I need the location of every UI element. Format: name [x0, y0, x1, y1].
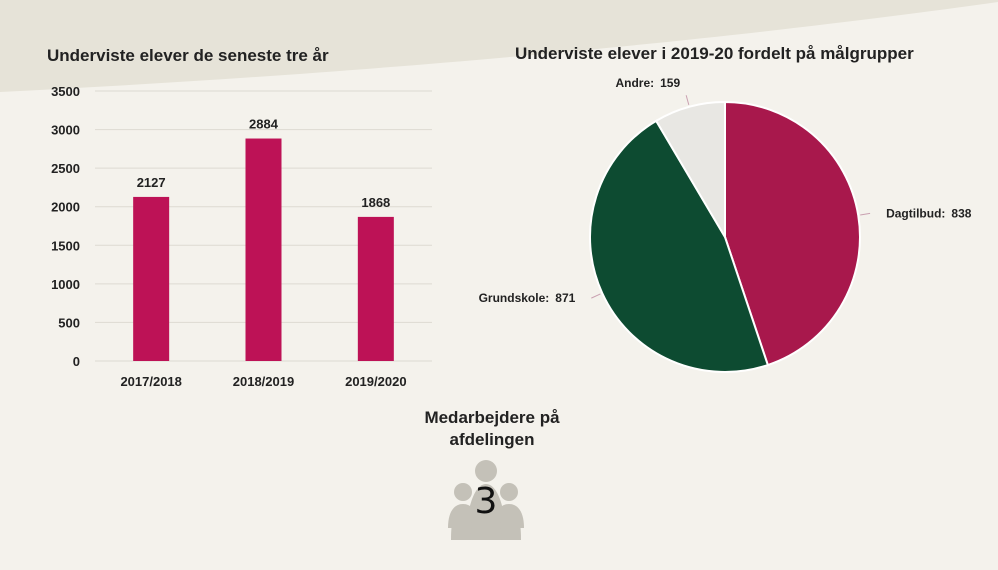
pie-slice — [724, 100, 861, 367]
x-tick-label: 2019/2020 — [345, 374, 406, 389]
y-tick-label: 1000 — [51, 277, 80, 292]
bar — [245, 138, 282, 361]
pie-slice — [589, 119, 770, 373]
pie-label-value: 159 — [660, 76, 680, 90]
x-tick-label: 2017/2018 — [120, 374, 181, 389]
pie-leader-line — [591, 293, 601, 299]
y-tick-label: 0 — [73, 354, 80, 369]
bar-value-label: 2127 — [137, 175, 166, 190]
pie-label-value: 871 — [555, 291, 575, 305]
y-tick-label: 500 — [58, 315, 80, 330]
pie-leader-line — [685, 95, 690, 106]
pie-chart-title: Underviste elever i 2019-20 fordelt på m… — [515, 44, 914, 63]
y-tick-label: 3000 — [51, 123, 80, 138]
bar-value-label: 2884 — [249, 117, 279, 132]
bar-value-label: 1868 — [361, 195, 390, 210]
pie-leader-line — [860, 212, 871, 216]
pie-label-name: Dagtilbud: — [886, 206, 945, 220]
y-tick-label: 2500 — [51, 161, 80, 176]
pie-slice — [654, 100, 726, 241]
y-tick-label: 1500 — [51, 238, 80, 253]
staff-count: 3 — [474, 481, 498, 522]
people-group-icon — [448, 460, 524, 540]
y-tick-label: 3500 — [51, 84, 80, 99]
y-tick-label: 2000 — [51, 200, 80, 215]
pie-label: Dagtilbud: 838 — [886, 206, 972, 220]
bar-chart-title: Underviste elever de seneste tre år — [47, 46, 329, 65]
pie-label: Andre: 159 — [615, 76, 680, 90]
x-tick-label: 2018/2019 — [233, 374, 294, 389]
pie-label-value: 838 — [951, 206, 971, 220]
background-wave — [0, 0, 998, 92]
pie-label-name: Grundskole: — [479, 291, 550, 305]
pie-label-name: Andre: — [615, 76, 654, 90]
staff-label: Medarbejdere på afdelingen — [424, 408, 560, 449]
pie-label: Grundskole: 871 — [479, 291, 576, 305]
bar — [357, 216, 394, 361]
bar — [133, 196, 170, 361]
